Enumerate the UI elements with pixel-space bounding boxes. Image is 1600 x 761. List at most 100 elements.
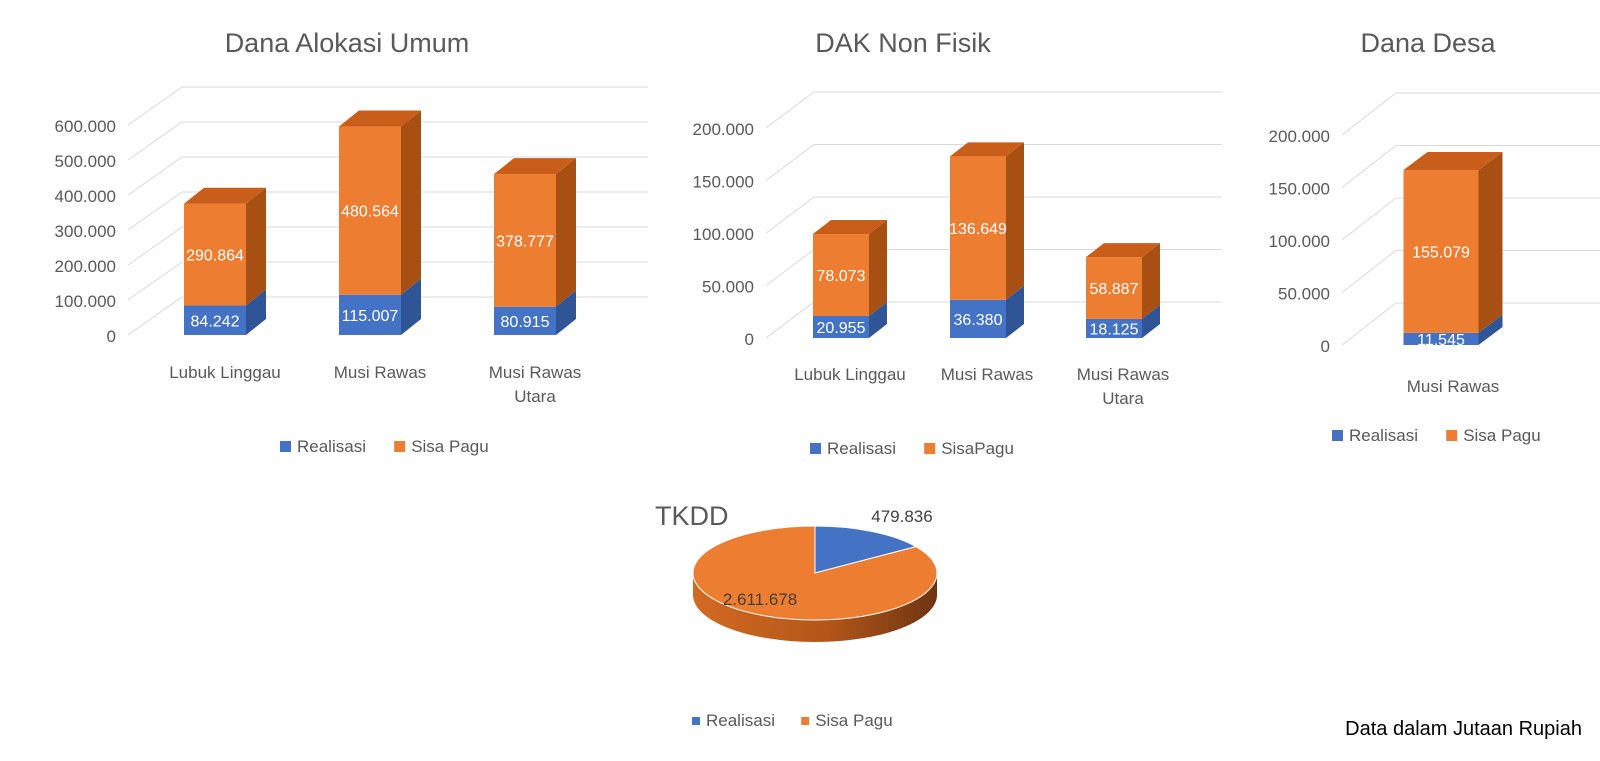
gridline: [127, 191, 648, 231]
bar-chart-1: Dana Alokasi Umum 0 100.000 200.000 300.000 4…: [55, 28, 648, 456]
data-label: 80.915: [501, 314, 550, 331]
category-label: Musi Rawas: [489, 363, 582, 382]
y-tick-label: 200.000: [55, 257, 116, 276]
category-label: Musi Rawas: [334, 363, 427, 382]
category-label: Utara: [1102, 389, 1144, 408]
bar-side-sisa-pagu: [1142, 243, 1160, 319]
y-tick-label: 500.000: [55, 152, 116, 171]
legend-swatch: [810, 443, 821, 454]
legend-label: Sisa Pagu: [411, 437, 489, 456]
chart-title: Dana Desa: [1360, 28, 1496, 58]
y-tick-label: 50.000: [702, 278, 754, 297]
y-tick-label: 0: [745, 330, 754, 349]
bar-top: [950, 142, 1024, 157]
y-tick-label: 100.000: [55, 292, 116, 311]
data-unit-note: Data dalam Jutaan Rupiah: [1345, 718, 1582, 740]
bar-top: [813, 220, 887, 235]
chart-title: DAK Non Fisik: [815, 28, 991, 58]
legend-label: Realisasi: [297, 437, 366, 456]
bar-top: [1086, 243, 1160, 258]
bar-realisasi: [1403, 332, 1479, 345]
pie-data-label: 2.611.678: [723, 590, 797, 609]
gridline: [1341, 302, 1600, 346]
legend-label: Realisasi: [1349, 426, 1418, 445]
category-label: Musi Rawas: [941, 365, 1034, 384]
data-label: 136.649: [949, 221, 1007, 238]
y-tick-label: 200.000: [1269, 127, 1330, 146]
legend-label: Realisasi: [706, 711, 775, 730]
legend-swatch: [1446, 430, 1458, 441]
gridline: [765, 196, 1222, 234]
pie-chart-tkdd: TKDD 479.836 2.611.678 Realisasi Sisa Pagu: [655, 501, 938, 730]
bar-top: [184, 187, 266, 204]
gridline: [127, 261, 648, 301]
y-tick-label: 150.000: [693, 173, 754, 192]
pie-side-wall: [693, 573, 937, 642]
bar-side-sisa-pagu: [1478, 152, 1503, 333]
gridline: [1341, 250, 1600, 293]
gridline: [127, 156, 648, 196]
legend-label: Realisasi: [827, 439, 896, 458]
chart-title: Dana Alokasi Umum: [225, 28, 470, 58]
bar-sisa-pagu: [1403, 170, 1479, 333]
bar-realisasi: [494, 306, 556, 335]
bar-side-realisasi: [1006, 285, 1024, 338]
data-label: 78.073: [817, 268, 866, 285]
bar-realisasi: [339, 294, 401, 335]
bar-side-realisasi: [1478, 314, 1503, 345]
gridline: [765, 144, 1222, 181]
bar-chart-2: DAK Non Fisik 0 50.000 100.000 150.000 200.00…: [693, 28, 1222, 458]
data-label: 84.242: [191, 313, 240, 330]
data-label: 378.777: [496, 233, 554, 250]
legend-label: SisaPagu: [941, 439, 1014, 458]
pie-data-label: 479.836: [871, 507, 932, 526]
data-label: 20.955: [817, 320, 866, 337]
bar-side-realisasi: [401, 278, 421, 335]
legend-swatch: [801, 717, 810, 725]
bar-side-realisasi: [556, 290, 576, 335]
bar-top: [494, 158, 576, 175]
bar-realisasi: [813, 315, 869, 338]
gridline: [127, 121, 648, 161]
gridline: [765, 91, 1222, 129]
category-label: Utara: [514, 387, 556, 406]
data-label: 58.887: [1090, 281, 1139, 298]
y-tick-label: 600.000: [55, 117, 116, 136]
y-tick-label: 50.000: [1278, 285, 1330, 304]
y-tick-label: 0: [1321, 337, 1330, 356]
bar-side-realisasi: [246, 289, 266, 335]
bar-sisa-pagu: [813, 234, 869, 316]
pie-slice-sisa-pagu: [692, 525, 938, 621]
gridline: [1341, 92, 1600, 136]
bar-sisa-pagu: [1086, 257, 1142, 319]
data-label: 290.864: [186, 248, 244, 265]
legend-swatch: [280, 441, 291, 452]
legend-swatch: [394, 441, 406, 452]
category-label: Musi Rawas: [1407, 377, 1500, 396]
data-label: 155.079: [1412, 244, 1470, 261]
y-tick-label: 100.000: [1269, 232, 1330, 251]
legend-swatch: [692, 717, 700, 725]
y-tick-label: 0: [107, 327, 116, 346]
data-label: 11.545: [1417, 332, 1465, 349]
category-label: Musi Rawas: [1077, 365, 1170, 384]
bar-sisa-pagu: [494, 174, 556, 307]
gridline: [127, 86, 648, 126]
bar-top: [1403, 152, 1503, 171]
y-tick-label: 100.000: [693, 225, 754, 244]
legend-swatch: [1332, 430, 1343, 441]
bar-side-sisa-pagu: [556, 158, 576, 307]
data-label: 480.564: [341, 204, 399, 221]
data-label: 36.380: [954, 312, 1003, 329]
bar-side-sisa-pagu: [246, 187, 266, 306]
data-label: 18.125: [1090, 321, 1139, 338]
gridline: [127, 226, 648, 266]
bar-chart-3: Dana Desa 0 50.000 100.000 150.000 200.000 11.…: [1269, 28, 1600, 445]
gridline: [1341, 197, 1600, 241]
bar-sisa-pagu: [339, 126, 401, 295]
category-label: Lubuk Linggau: [794, 365, 906, 384]
bar-sisa-pagu: [950, 156, 1006, 300]
bar-side-sisa-pagu: [401, 110, 421, 295]
bar-realisasi: [184, 305, 246, 335]
